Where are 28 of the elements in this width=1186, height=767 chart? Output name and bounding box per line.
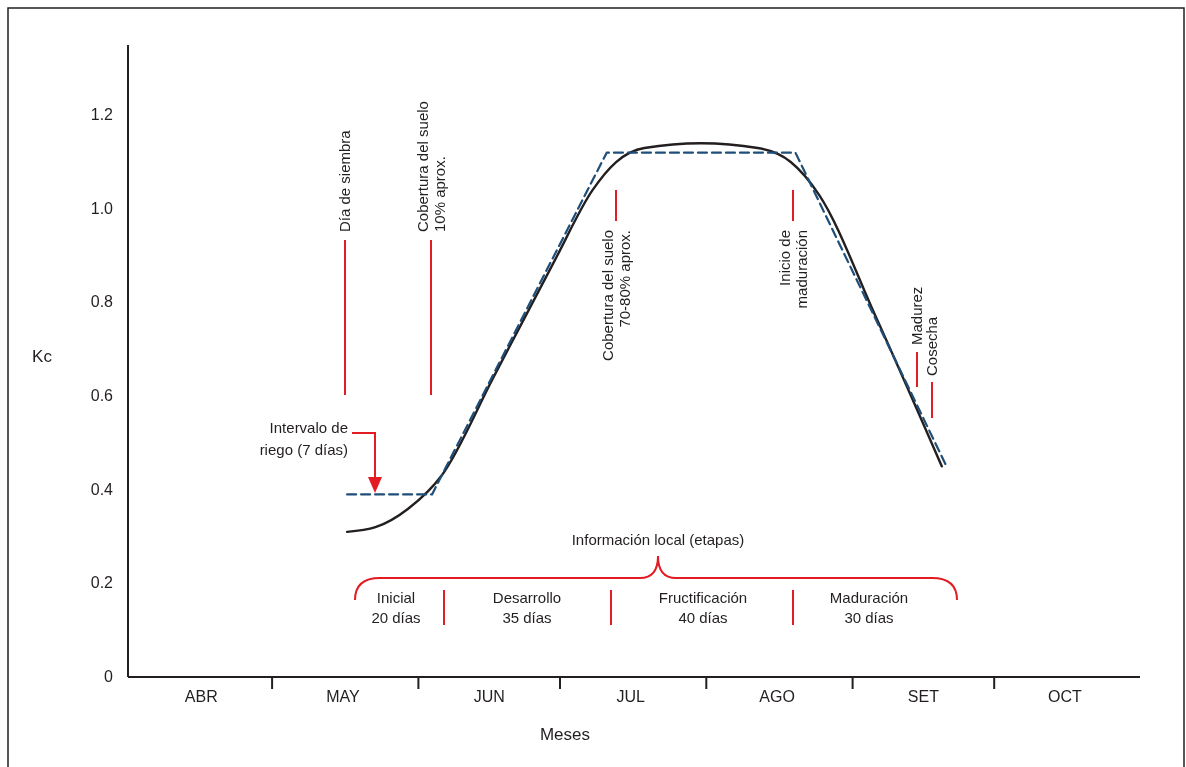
y-tick-label: 0.6	[90, 387, 114, 405]
x-tick-label: SET	[907, 688, 940, 706]
x-tick-label: ABR	[184, 688, 218, 706]
annotation: Maduración 30 días	[829, 589, 909, 626]
annotation: Madurez	[908, 286, 925, 345]
annotation: Cobertura del suelo 70-80% aprox.	[598, 230, 633, 361]
annotation: Inicial 20 días	[371, 589, 421, 626]
y-tick-label: 0.4	[90, 480, 114, 498]
y-tick-label: 1.0	[90, 199, 114, 217]
y-axis-title: Kc	[32, 347, 53, 366]
x-tick-label: JUN	[473, 688, 505, 706]
x-axis-title: Meses	[539, 725, 591, 744]
annotation: Cosecha	[923, 316, 940, 376]
x-tick-label: AGO	[759, 688, 795, 706]
annotation: Día de siembra	[336, 129, 353, 232]
annotation: Información local (etapas)	[571, 531, 745, 548]
y-tick-label: 0.8	[90, 293, 114, 311]
x-tick-label: OCT	[1048, 688, 1083, 706]
y-tick-label: 0	[104, 668, 114, 685]
x-tick-label: MAY	[326, 688, 360, 706]
x-tick-label: JUL	[616, 688, 646, 706]
annotation: Desarrollo 35 días	[492, 589, 562, 626]
annotation: Inicio de maduración	[775, 230, 810, 309]
y-tick-label: 0.2	[90, 574, 114, 592]
annotation: Cobertura del suelo 10% aprox.	[413, 101, 448, 232]
y-tick-label: 1.2	[90, 106, 114, 124]
annotation: Fructificación 40 días	[658, 589, 748, 626]
annotation: Intervalo de riego (7 días)	[259, 419, 348, 458]
